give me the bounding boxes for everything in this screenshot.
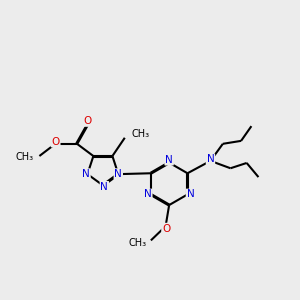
Text: O: O [83, 116, 91, 126]
Text: O: O [52, 136, 60, 147]
Text: CH₃: CH₃ [16, 152, 34, 163]
Text: N: N [207, 154, 214, 164]
Text: N: N [165, 155, 173, 165]
Text: N: N [100, 182, 108, 192]
Text: CH₃: CH₃ [128, 238, 146, 248]
Text: O: O [162, 224, 170, 234]
Text: CH₃: CH₃ [131, 129, 149, 139]
Text: N: N [114, 169, 122, 179]
Text: N: N [144, 190, 152, 200]
Text: N: N [187, 190, 194, 200]
Text: N: N [82, 169, 90, 179]
